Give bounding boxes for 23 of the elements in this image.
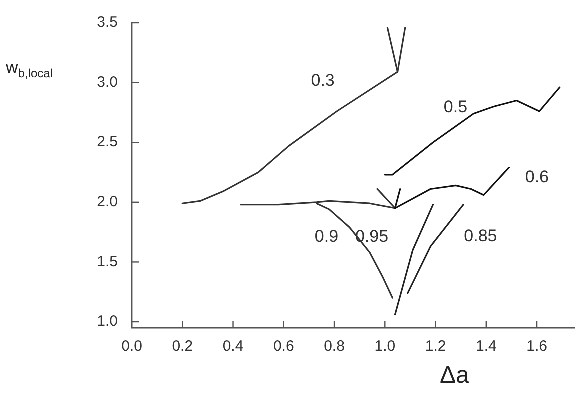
annotation: 0.6 [525, 167, 550, 186]
x-tick-label: 1.4 [476, 338, 497, 356]
annotation: 0.85 [464, 226, 498, 246]
annotation: 0.3 [311, 71, 335, 90]
x-tick-label: 0.4 [222, 338, 244, 356]
x-tick-label: 0.2 [172, 338, 194, 356]
y-tick-label: 3.0 [97, 74, 118, 91]
x-tick-label: 0.6 [273, 338, 294, 356]
x-axis-title: Δa [440, 362, 470, 390]
x-tick-label: 1.2 [425, 338, 446, 356]
y-tick-label: 2.0 [97, 194, 118, 211]
y-tick-label: 3.5 [97, 14, 118, 32]
x-tick-label: 0.8 [324, 338, 345, 356]
y-tick-label: 1.5 [97, 253, 118, 270]
annotation: 0.9 [314, 227, 339, 246]
annotation: 0.5 [444, 98, 468, 117]
annotation: 0.95 [355, 226, 389, 246]
x-tick-label: 0.0 [122, 338, 142, 356]
y-tick-label: 1.0 [97, 313, 118, 330]
x-tick-label: 1.0 [374, 338, 396, 356]
y-tick-label: 2.5 [97, 134, 118, 151]
x-tick-label: 1.6 [526, 338, 548, 356]
y-axis-title: w$_{b,local}$ [6, 58, 53, 80]
